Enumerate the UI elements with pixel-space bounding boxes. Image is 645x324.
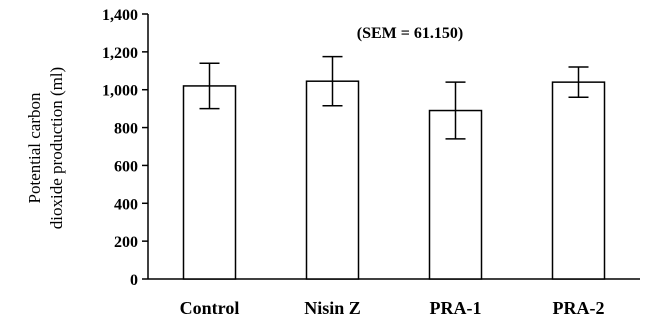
- bar: [551, 81, 606, 280]
- y-tick-label: 1,000: [102, 83, 138, 100]
- bar: [305, 80, 360, 280]
- y-tick-label: 0: [130, 272, 138, 289]
- bar: [182, 85, 237, 280]
- x-tick-labels: Control Nisin Z PRA-1 PRA-2: [180, 298, 605, 318]
- x-tick-label: Nisin Z: [304, 298, 361, 318]
- y-tick-label: 200: [114, 234, 138, 251]
- y-axis-title-line-1: Potential carbon: [25, 92, 44, 203]
- y-axis-title-line-2: dioxide production (ml): [47, 67, 66, 229]
- y-ticks: 0 200 400 600 800 1,000 1,200 1,400: [102, 7, 148, 289]
- x-tick-label: PRA-1: [430, 298, 482, 318]
- y-tick-label: 1,200: [102, 45, 138, 62]
- x-tick-label: Control: [180, 298, 240, 318]
- bars: [182, 55, 606, 280]
- y-tick-label: 600: [114, 158, 138, 175]
- y-axis-title: Potential carbon dioxide production (ml): [25, 67, 66, 229]
- sem-annotation: (SEM = 61.150): [357, 25, 463, 42]
- y-tick-label: 1,400: [102, 7, 138, 24]
- x-tick-label: PRA-2: [553, 298, 605, 318]
- y-tick-label: 400: [114, 196, 138, 213]
- y-tick-label: 800: [114, 121, 138, 138]
